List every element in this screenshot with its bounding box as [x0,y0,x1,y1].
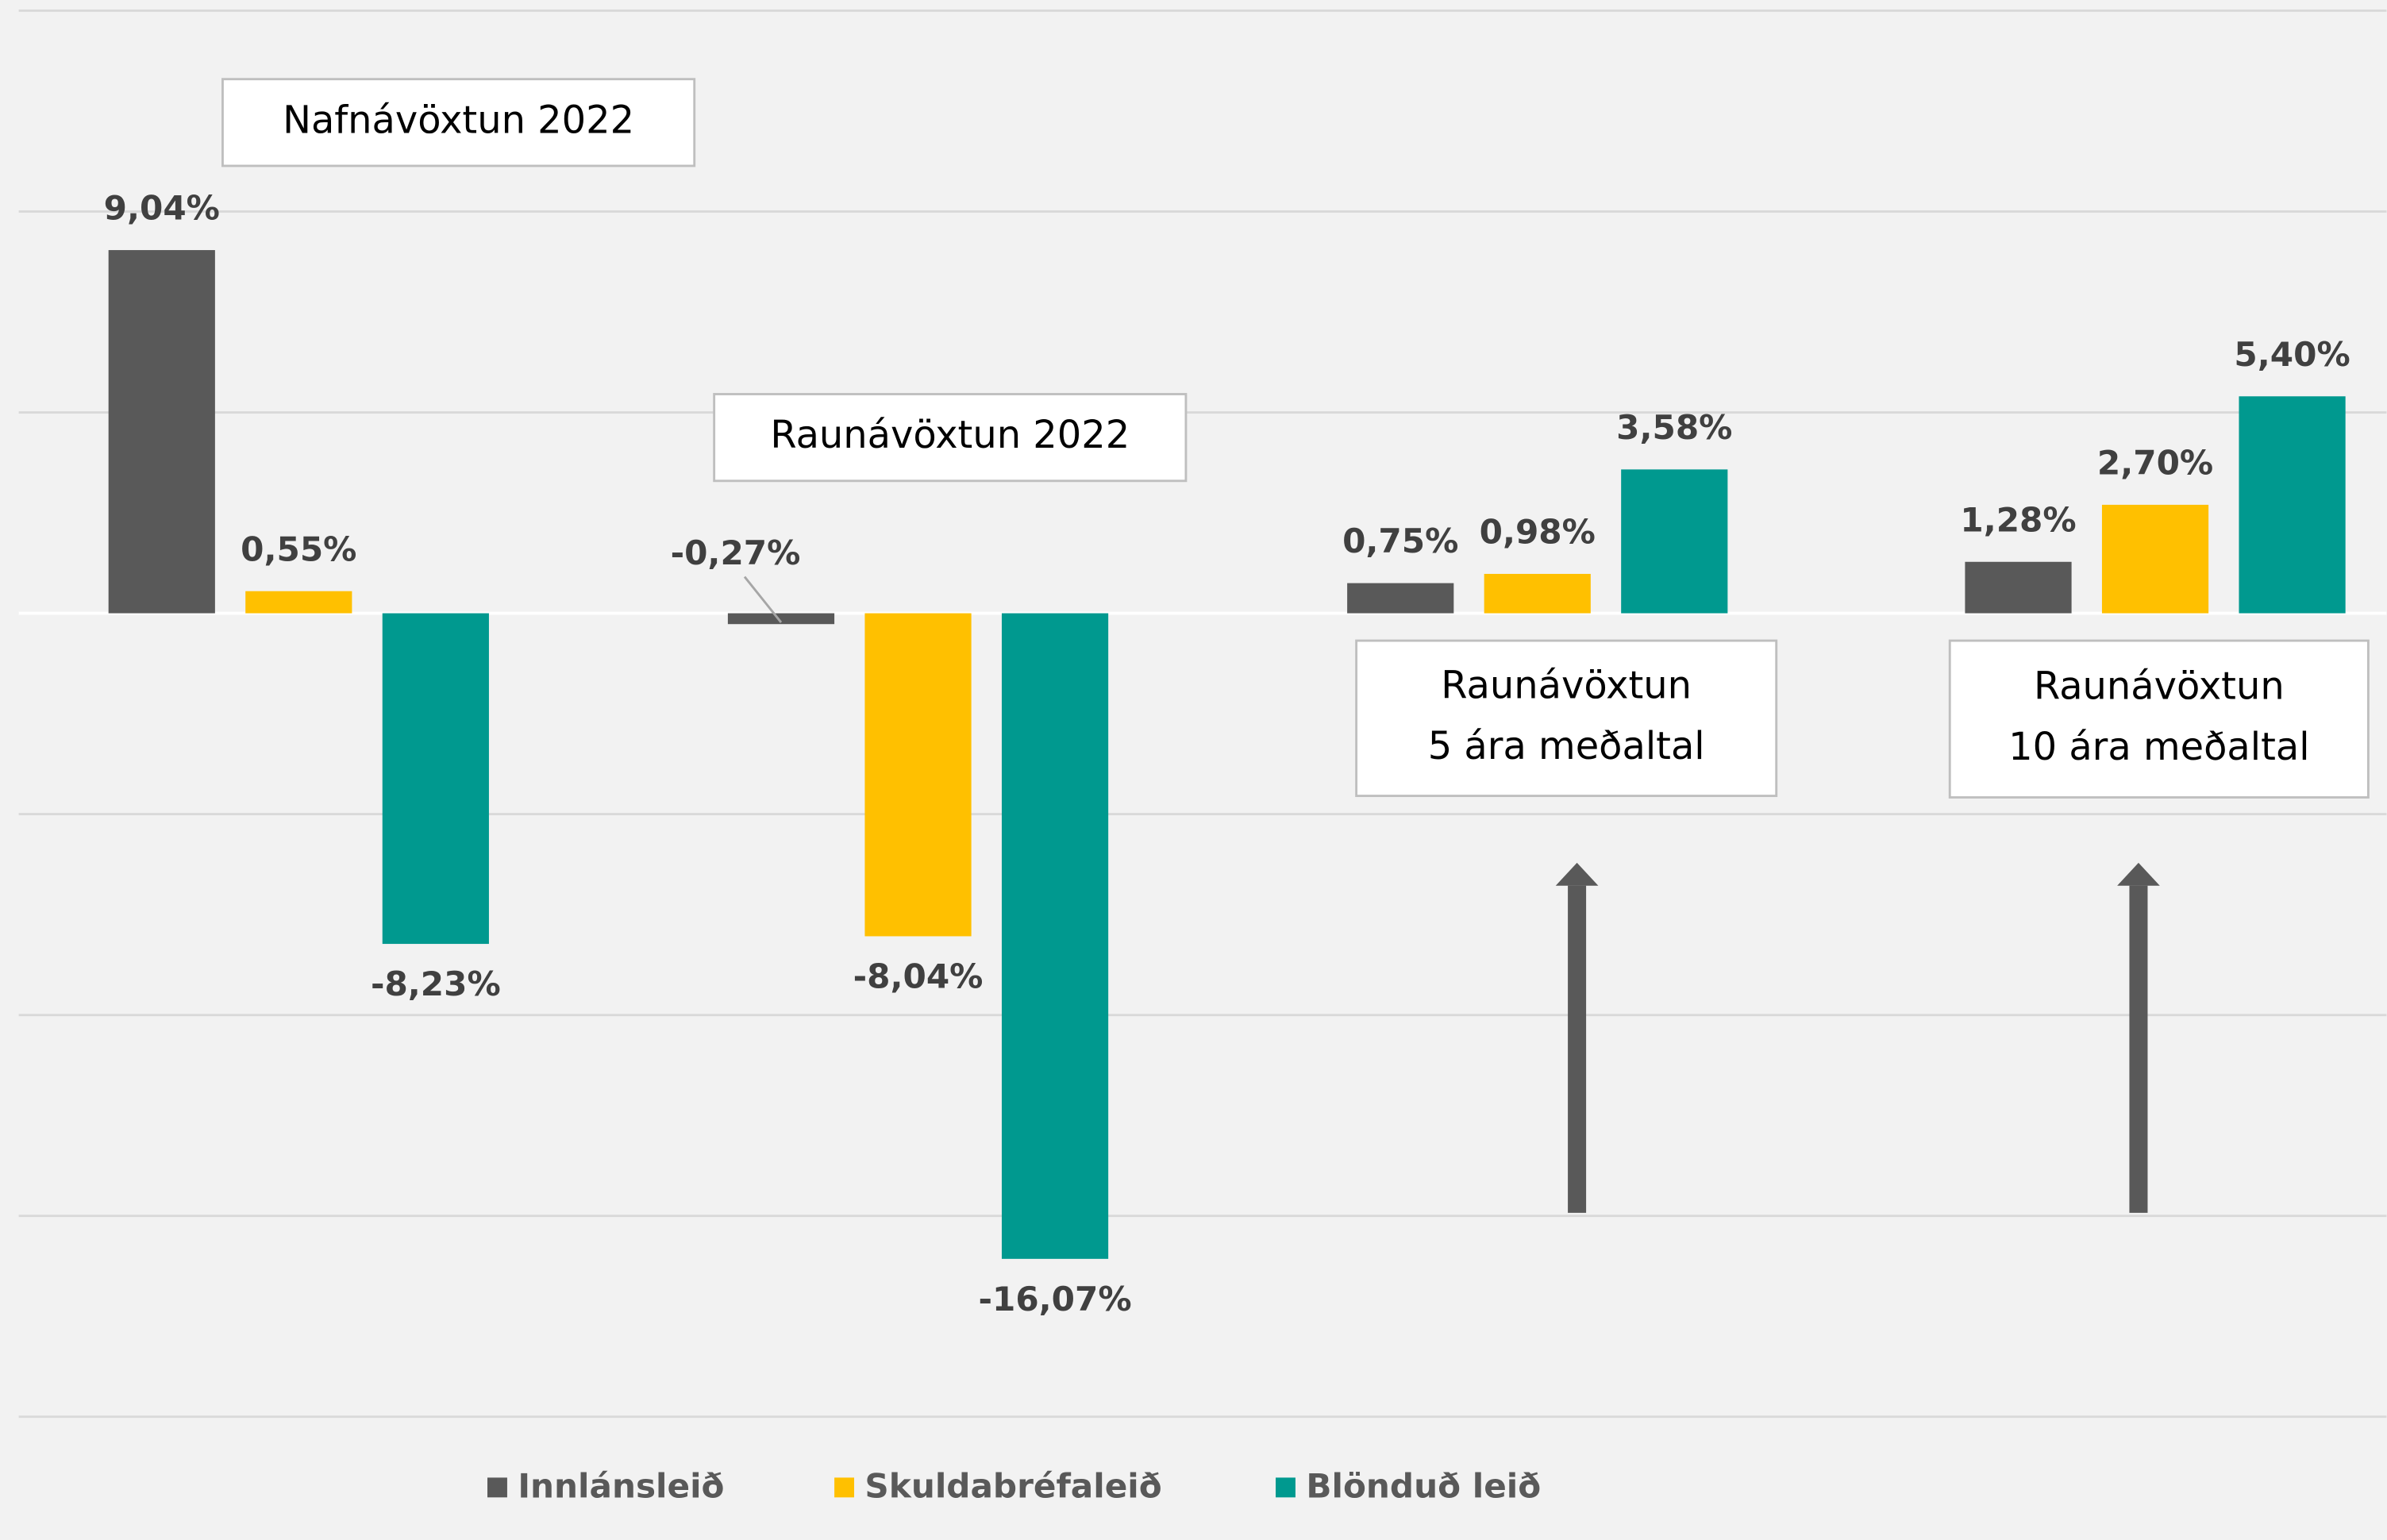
bar [108,250,215,614]
annotation-text: Raunávöxtun [2034,664,2285,708]
arrows [1555,862,2160,1213]
bar [1484,573,1591,614]
value-label: 3,58% [1616,408,1732,447]
legend-label: Blönduð leið [1306,1466,1541,1505]
annotation-text: Nafnávöxtun 2022 [283,98,634,142]
annotation-box [221,78,696,167]
leader-line [743,576,783,623]
arrow-shaft [2129,885,2148,1213]
annotation-box [713,393,1188,483]
annotation-text: Raunávöxtun [1441,664,1692,707]
legend-label: Skuldabréfaleið [864,1466,1161,1505]
bar [1965,561,2072,614]
bar [864,613,972,937]
value-label: -8,23% [371,964,501,1003]
arrow-head [2117,862,2160,886]
legend-swatch [487,1477,507,1498]
value-label: -0,27% [671,533,801,572]
annotation-box [1355,639,1778,798]
arrow-head [1555,862,1599,886]
annotation-text: 10 ára meðaltal [2008,726,2309,769]
annotation-text: Raunávöxtun 2022 [770,414,1130,457]
bar [1001,613,1109,1259]
value-label: 9,04% [104,189,220,228]
value-label: 1,28% [1960,500,2076,539]
value-label: -16,07% [979,1280,1132,1319]
value-label: 5,40% [2234,335,2350,374]
value-label: 0,55% [241,529,356,568]
bar [1621,469,1728,614]
bar [2101,504,2209,614]
legend-label: Innlánsleið [518,1466,724,1505]
value-label: 2,70% [2097,444,2213,483]
legend-swatch [834,1477,855,1498]
bar [382,613,489,945]
bar [2239,396,2346,614]
legend-swatch [1276,1477,1296,1498]
bar [245,591,352,614]
bar [727,613,835,625]
value-label: -8,04% [853,957,984,996]
arrow-shaft [1568,885,1587,1213]
value-label: 0,98% [1480,513,1596,552]
annotation-box [1948,639,2370,799]
annotation-text: 5 ára meðaltal [1428,725,1705,768]
value-label: 0,75% [1342,522,1458,560]
bar [1347,583,1454,614]
